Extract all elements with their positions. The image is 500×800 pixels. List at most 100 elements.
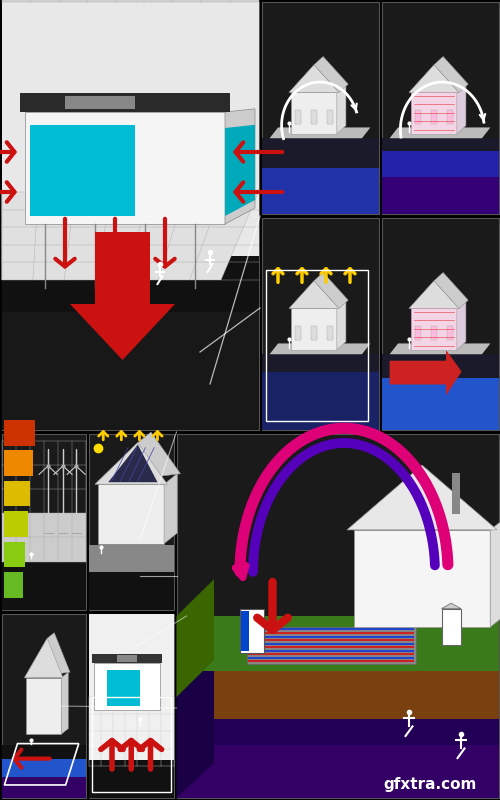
- Polygon shape: [94, 663, 160, 710]
- Bar: [447, 110, 452, 123]
- Bar: [4, 450, 32, 476]
- Polygon shape: [262, 371, 378, 430]
- Polygon shape: [20, 93, 230, 112]
- Polygon shape: [457, 300, 466, 350]
- Bar: [2, 745, 86, 798]
- Bar: [2, 2, 258, 430]
- Polygon shape: [30, 125, 135, 216]
- Polygon shape: [289, 281, 339, 309]
- Polygon shape: [354, 530, 490, 627]
- Polygon shape: [176, 579, 214, 798]
- Bar: [2, 434, 86, 610]
- Polygon shape: [176, 697, 498, 798]
- Bar: [89, 614, 174, 798]
- Bar: [89, 760, 174, 798]
- Polygon shape: [176, 745, 498, 798]
- Bar: [432, 326, 436, 339]
- Polygon shape: [164, 474, 177, 544]
- Polygon shape: [409, 65, 459, 93]
- Polygon shape: [490, 517, 500, 627]
- Bar: [442, 609, 461, 646]
- Bar: [89, 434, 174, 610]
- Polygon shape: [434, 57, 468, 93]
- Polygon shape: [382, 151, 498, 214]
- Bar: [246, 627, 416, 664]
- Bar: [117, 655, 136, 662]
- Polygon shape: [314, 57, 348, 93]
- Text: gfxtra.com: gfxtra.com: [384, 777, 476, 792]
- Polygon shape: [25, 112, 225, 224]
- Polygon shape: [176, 660, 498, 719]
- Polygon shape: [382, 177, 498, 214]
- Polygon shape: [411, 93, 457, 134]
- Bar: [296, 110, 301, 123]
- Polygon shape: [95, 432, 180, 484]
- Polygon shape: [442, 603, 461, 609]
- Polygon shape: [291, 93, 337, 134]
- Bar: [176, 434, 498, 798]
- Polygon shape: [61, 672, 68, 734]
- Bar: [312, 326, 316, 339]
- Polygon shape: [26, 678, 61, 734]
- Bar: [2, 614, 86, 798]
- Bar: [382, 354, 498, 430]
- Polygon shape: [390, 127, 490, 138]
- Bar: [262, 138, 378, 214]
- Polygon shape: [390, 350, 462, 395]
- Bar: [432, 110, 436, 123]
- Polygon shape: [24, 633, 70, 678]
- Polygon shape: [24, 638, 63, 678]
- Bar: [312, 110, 316, 123]
- Bar: [382, 218, 498, 430]
- Polygon shape: [409, 281, 459, 309]
- Polygon shape: [176, 616, 498, 671]
- Polygon shape: [262, 188, 378, 214]
- Polygon shape: [411, 309, 457, 350]
- Polygon shape: [337, 84, 346, 134]
- Bar: [89, 546, 174, 573]
- Bar: [382, 138, 498, 214]
- Polygon shape: [434, 273, 468, 309]
- Bar: [240, 609, 264, 653]
- Bar: [4, 511, 28, 537]
- Polygon shape: [2, 312, 258, 430]
- Polygon shape: [225, 125, 255, 216]
- Polygon shape: [107, 670, 140, 706]
- Bar: [296, 326, 301, 339]
- Polygon shape: [390, 343, 490, 354]
- Bar: [382, 2, 498, 214]
- Polygon shape: [262, 169, 378, 214]
- Bar: [416, 110, 421, 123]
- Polygon shape: [95, 442, 168, 484]
- Polygon shape: [225, 109, 255, 224]
- Polygon shape: [270, 343, 370, 354]
- Polygon shape: [337, 300, 346, 350]
- Polygon shape: [2, 513, 86, 562]
- Polygon shape: [176, 579, 214, 697]
- Bar: [89, 614, 174, 798]
- Bar: [452, 474, 460, 514]
- Polygon shape: [92, 654, 162, 663]
- Polygon shape: [382, 188, 498, 214]
- Bar: [4, 542, 25, 567]
- Polygon shape: [65, 96, 135, 109]
- Polygon shape: [382, 404, 498, 430]
- Bar: [4, 420, 35, 446]
- Polygon shape: [98, 484, 164, 544]
- Polygon shape: [411, 93, 457, 134]
- Polygon shape: [2, 192, 258, 280]
- Polygon shape: [2, 256, 258, 430]
- Polygon shape: [262, 404, 378, 430]
- Polygon shape: [2, 778, 86, 798]
- Polygon shape: [2, 758, 86, 798]
- Bar: [447, 326, 452, 339]
- Bar: [4, 481, 30, 506]
- Polygon shape: [411, 309, 457, 350]
- Polygon shape: [457, 84, 466, 134]
- Bar: [262, 354, 378, 430]
- Bar: [2, 555, 86, 610]
- Polygon shape: [70, 232, 175, 360]
- Polygon shape: [2, 0, 258, 2]
- Bar: [2, 2, 258, 430]
- Polygon shape: [347, 465, 497, 530]
